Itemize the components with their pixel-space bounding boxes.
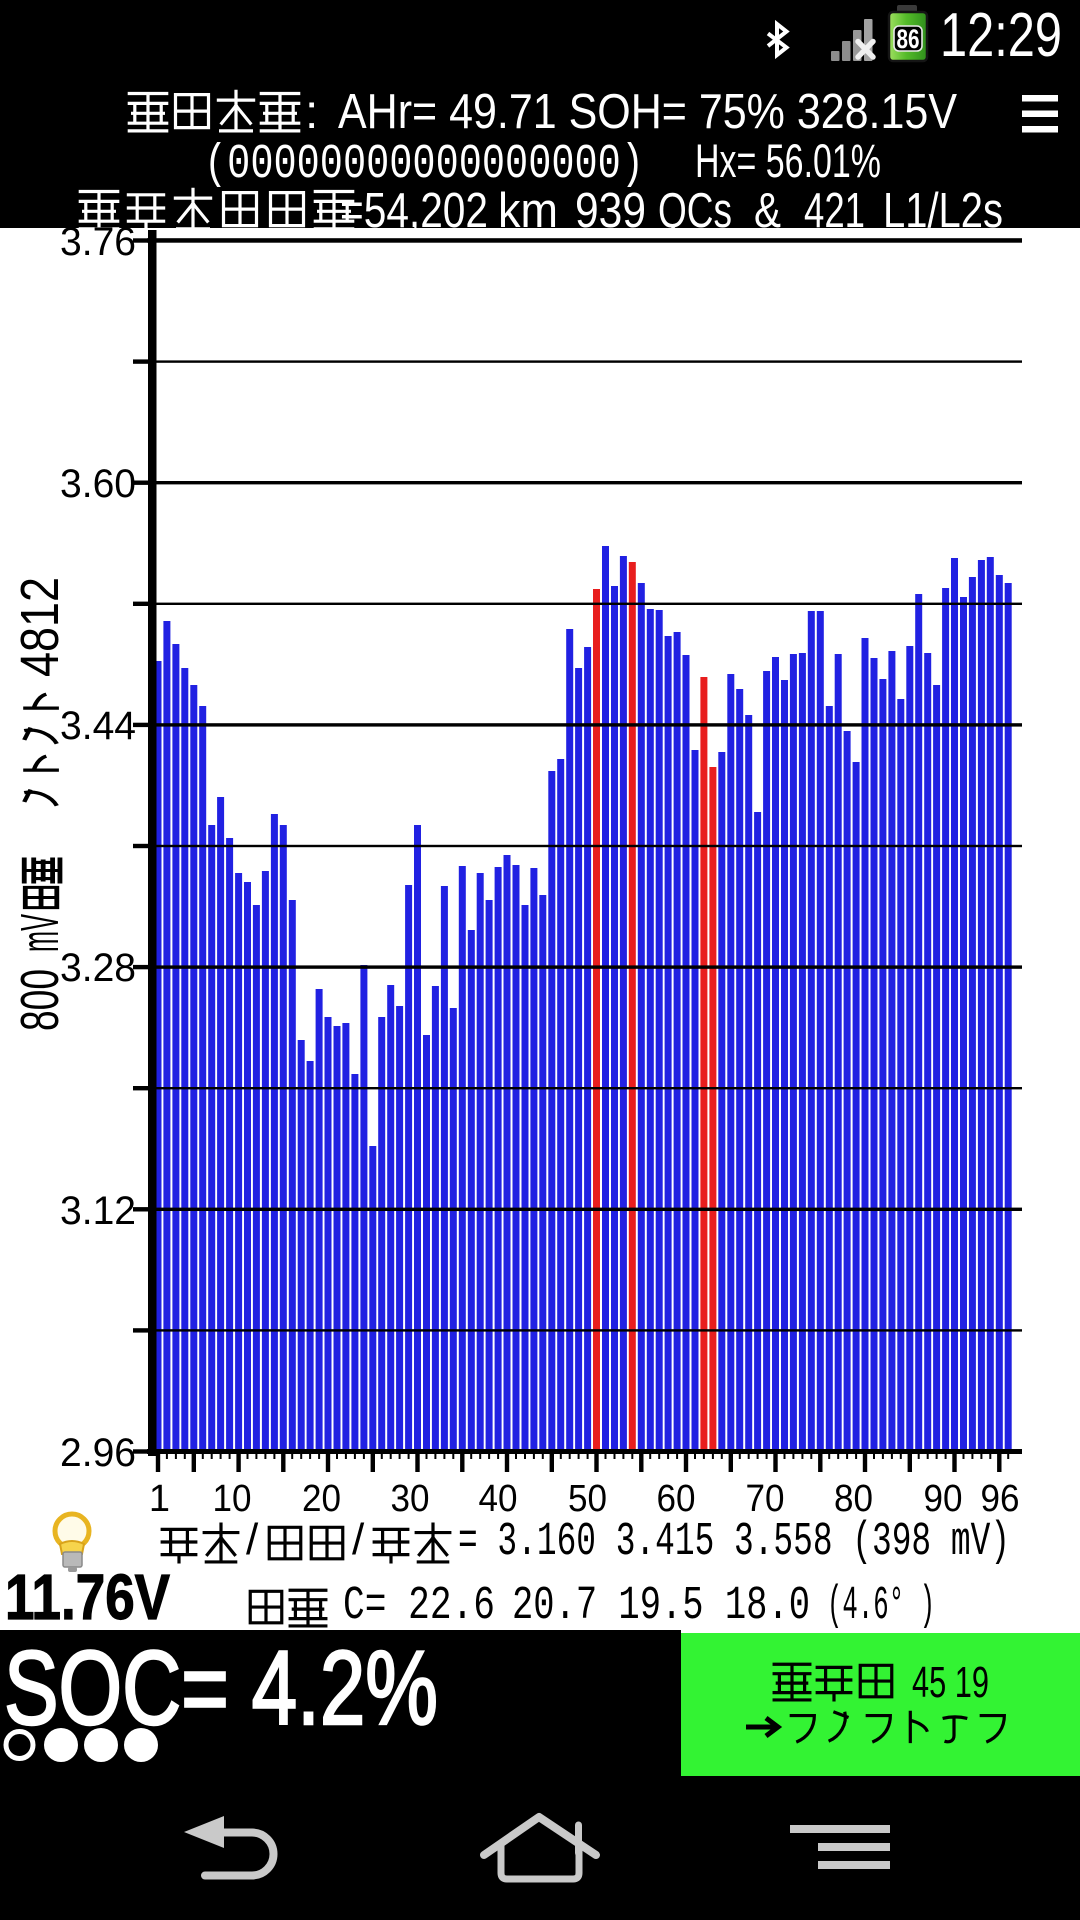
svg-text:mV: mV [10,914,70,952]
svg-text:QCs: QCs [658,184,732,238]
svg-text:86: 86 [897,24,920,54]
svg-text:3.12: 3.12 [60,1189,136,1233]
svg-text:90: 90 [924,1478,963,1520]
svg-text:80: 80 [834,1478,873,1520]
svg-text:4812: 4812 [10,577,70,677]
svg-text:AHr= 49.71 SOH= 75% 328.15V: AHr= 49.71 SOH= 75% 328.15V [338,85,957,139]
svg-text:km: km [498,184,558,238]
svg-text:/: / [352,1515,365,1564]
svg-text:=54,202: =54,202 [340,184,488,238]
svg-text:30: 30 [391,1478,430,1520]
svg-text:Hx= 56.01%: Hx= 56.01% [695,134,881,187]
svg-text:3.44: 3.44 [60,704,136,748]
svg-text:L1/L2s: L1/L2s [883,184,1003,238]
svg-text:60: 60 [657,1478,696,1520]
svg-text:C= 22.6: C= 22.6 [343,1580,495,1633]
svg-text:421: 421 [804,184,865,238]
svg-text:939: 939 [575,184,646,238]
svg-text:&: & [754,184,781,238]
svg-text:3.76: 3.76 [60,220,136,264]
svg-text:3.28: 3.28 [60,946,136,990]
svg-text:(4.6° ): (4.6° ) [827,1580,935,1633]
svg-text:10: 10 [213,1478,252,1520]
svg-text:11.76V: 11.76V [5,1561,170,1633]
svg-text:70: 70 [746,1478,785,1520]
svg-text:20: 20 [302,1478,341,1520]
svg-text:96: 96 [981,1478,1020,1520]
svg-text:= 3.160 3.415 3.558 (398 mV): = 3.160 3.415 3.558 (398 mV) [458,1516,1010,1569]
svg-text:SOC= 4.2%: SOC= 4.2% [4,1630,438,1747]
svg-text:50: 50 [568,1478,607,1520]
svg-text:(00000000000000000): (00000000000000000) [204,138,644,192]
svg-text:3.60: 3.60 [60,462,136,506]
svg-text:20.7 19.5 18.0: 20.7 19.5 18.0 [512,1580,810,1633]
svg-text:1: 1 [149,1478,170,1520]
svg-text::: : [305,86,318,139]
svg-text:40: 40 [479,1478,518,1520]
svg-text:/: / [246,1515,259,1564]
svg-text:45 19: 45 19 [912,1658,989,1707]
svg-text:12:29: 12:29 [940,1,1062,70]
svg-text:2.96: 2.96 [60,1431,136,1475]
svg-text:800: 800 [10,969,70,1031]
